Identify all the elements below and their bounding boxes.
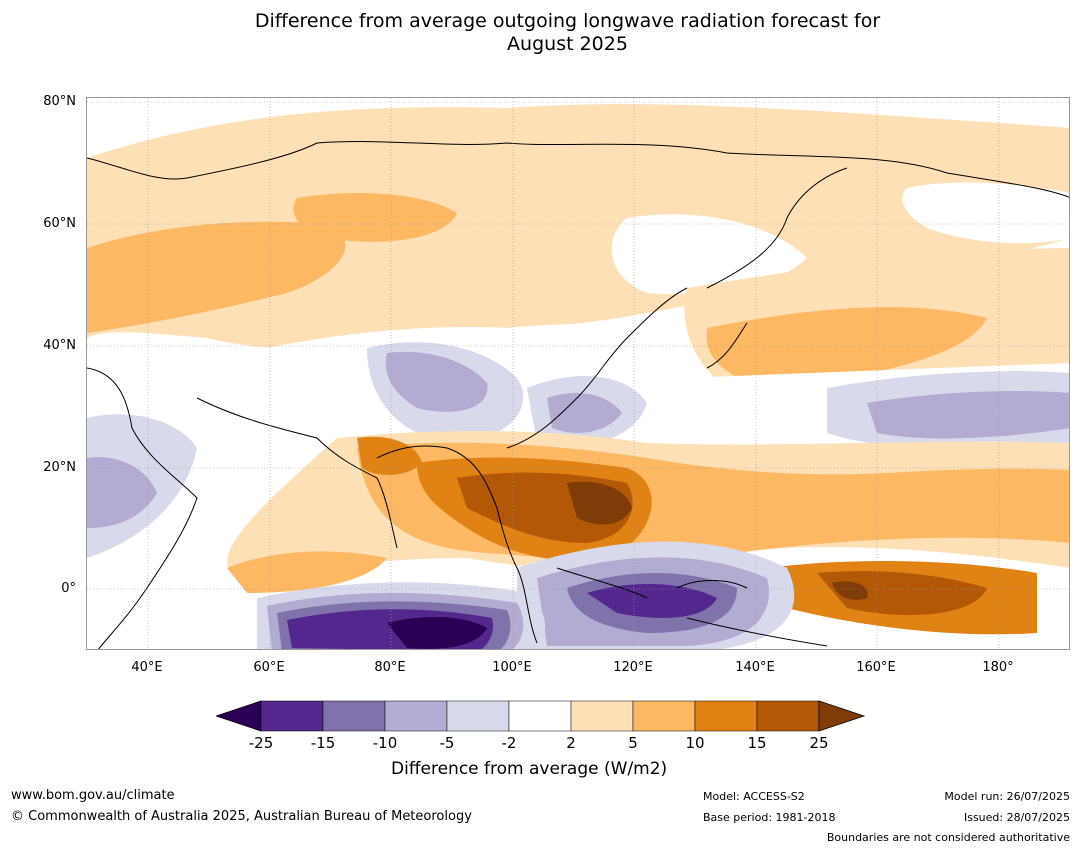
lat-label-60n: 60°N: [43, 216, 76, 231]
map-title: Difference from average outgoing longwav…: [0, 10, 1081, 56]
colorbar-tick-label: 25: [809, 734, 829, 752]
website-link[interactable]: www.bom.gov.au/climate: [11, 788, 175, 803]
copyright-text: © Commonwealth of Australia 2025, Austra…: [11, 809, 472, 824]
colorbar-swatch: [508, 700, 572, 732]
lat-label-40n: 40°N: [43, 338, 76, 353]
anomaly-region-west-indian-ocean-orange: [227, 551, 387, 593]
colorbar-extend-high: [818, 700, 866, 732]
anomaly-region-west-pacific-brown: [817, 571, 987, 616]
anomaly-region-west-pacific-darkest: [832, 581, 868, 600]
title-line-1: Difference from average outgoing longwav…: [254, 10, 881, 32]
colorbar: [214, 700, 866, 736]
anomaly-region-east-china-light-purple: [547, 393, 622, 433]
colorbar-tick-label: -15: [310, 734, 336, 752]
lat-label-0: 0°: [61, 581, 76, 596]
colorbar-tick-label: 10: [685, 734, 705, 752]
anomaly-region-northeast-neutral: [902, 182, 1069, 244]
colorbar-swatch: [384, 700, 448, 732]
anomaly-region-china-light-purple: [385, 351, 488, 412]
anomaly-region-maritime-dark-purple: [587, 583, 717, 618]
anomaly-region-nw-pacific-orange: [706, 307, 987, 388]
olr-anomaly-field: [87, 98, 1069, 649]
colorbar-tick-label: 2: [566, 734, 576, 752]
base-period: Base period: 1981-2018: [703, 811, 836, 824]
issued-date: Issued: 28/07/2025: [963, 811, 1070, 824]
colorbar-extend-low: [214, 700, 262, 732]
colorbar-tick-label: -2: [501, 734, 517, 752]
anomaly-region-pacific-light-purple: [867, 391, 1069, 439]
lat-label-80n: 80°N: [43, 94, 76, 109]
anomaly-region-north-neutral: [611, 214, 807, 295]
colorbar-swatch: [756, 700, 820, 732]
lon-label-180: 180°: [982, 660, 1014, 675]
colorbar-tick-label: -5: [439, 734, 455, 752]
anomaly-region-north-light-orange: [87, 104, 1069, 349]
lat-label-20n: 20°N: [43, 460, 76, 475]
anomaly-region-siberia-orange: [293, 193, 457, 242]
colorbar-swatch: [694, 700, 758, 732]
anomaly-region-philippines-darkest: [567, 481, 632, 525]
colorbar-swatch: [322, 700, 386, 732]
colorbar-swatch: [570, 700, 634, 732]
colorbar-swatch: [632, 700, 696, 732]
anomaly-region-africa-light-purple: [87, 457, 157, 528]
coastlines: [87, 141, 1069, 649]
title-line-2: August 2025: [507, 33, 628, 55]
lon-label-80e: 80°E: [374, 660, 406, 675]
lon-label-140e: 140°E: [735, 660, 775, 675]
lon-label-40e: 40°E: [131, 660, 163, 675]
colorbar-label: Difference from average (W/m2): [391, 759, 668, 779]
lon-label-100e: 100°E: [492, 660, 532, 675]
boundaries-disclaimer: Boundaries are not considered authoritat…: [826, 831, 1070, 844]
anomaly-region-south-indian-darkest: [387, 616, 487, 649]
colorbar-swatch: [260, 700, 324, 732]
model-name: Model: ACCESS-S2: [703, 790, 805, 803]
graticule: [87, 98, 1069, 649]
colorbar-tick-label: 15: [747, 734, 767, 752]
colorbar-swatch: [446, 700, 510, 732]
colorbar-tick-label: 5: [628, 734, 638, 752]
anomaly-region-arabian-sea-dark-orange: [357, 436, 422, 475]
model-run-date: Model run: 26/07/2025: [944, 790, 1070, 803]
anomaly-region-west-eurasia-orange: [87, 221, 346, 333]
lon-label-120e: 120°E: [613, 660, 653, 675]
forecast-map: [86, 97, 1070, 650]
colorbar-tick-label: -25: [248, 734, 274, 752]
lon-label-160e: 160°E: [856, 660, 896, 675]
colorbar-tick-label: -10: [372, 734, 398, 752]
colorbar-swatches: [214, 700, 866, 732]
lon-label-60e: 60°E: [253, 660, 285, 675]
